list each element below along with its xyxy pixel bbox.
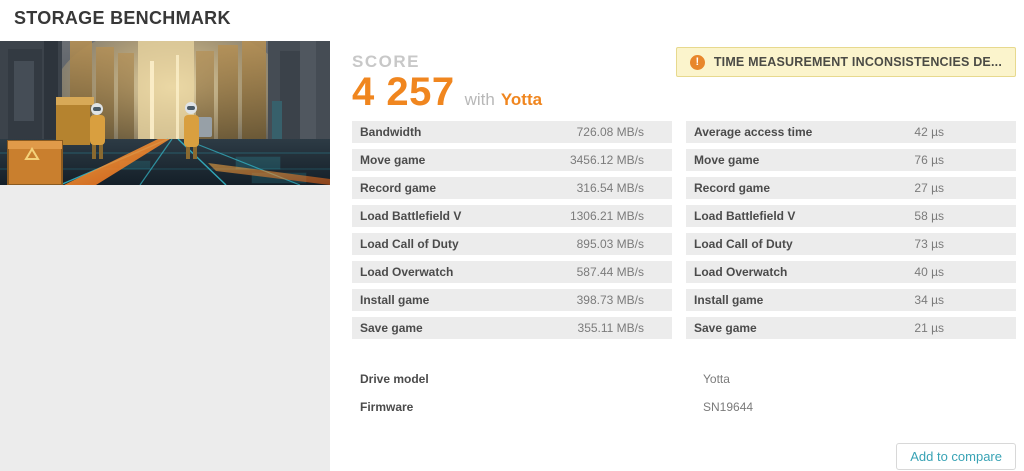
metric-value: 40 µs — [914, 265, 944, 279]
metric-label: Load Overwatch — [694, 265, 788, 279]
metric-label: Record game — [694, 181, 771, 195]
metric-label: Load Overwatch — [360, 265, 454, 279]
metric-value: 587.44 MB/s — [576, 265, 644, 279]
metric-label: Bandwidth — [360, 125, 422, 139]
metric-value: 34 µs — [914, 293, 944, 307]
drive-model-row: Drive model Yotta — [352, 365, 1016, 393]
access-time-table: Average access time 42 µs Move game 76 µ… — [686, 121, 1016, 345]
metric-label: Save game — [360, 321, 423, 335]
table-row: Load Overwatch 40 µs — [686, 261, 1016, 283]
metric-value: 355.11 MB/s — [577, 321, 644, 335]
drive-model-label: Drive model — [360, 372, 429, 386]
metric-label: Move game — [694, 153, 760, 167]
metric-value: 398.73 MB/s — [576, 293, 644, 307]
metric-value: 726.08 MB/s — [576, 125, 644, 139]
score-with-text: with — [464, 90, 495, 109]
metric-label: Average access time — [694, 125, 813, 139]
metric-value: 58 µs — [914, 209, 944, 223]
table-row: Record game 316.54 MB/s — [352, 177, 672, 199]
score-block: SCORE 4 257 with Yotta — [352, 52, 542, 112]
table-row: Load Overwatch 587.44 MB/s — [352, 261, 672, 283]
table-row: Load Battlefield V 1306.21 MB/s — [352, 205, 672, 227]
drive-info-section: Drive model Yotta Firmware SN19644 — [352, 365, 1016, 421]
table-row: Move game 76 µs — [686, 149, 1016, 171]
warning-text: TIME MEASUREMENT INCONSISTENCIES DE... — [713, 55, 1002, 69]
metric-label: Record game — [360, 181, 437, 195]
table-row: Load Call of Duty 73 µs — [686, 233, 1016, 255]
score-label: SCORE — [352, 52, 420, 71]
benchmark-scene-image — [0, 41, 330, 185]
metric-label: Load Battlefield V — [694, 209, 796, 223]
table-row: Install game 398.73 MB/s — [352, 289, 672, 311]
metric-label: Load Battlefield V — [360, 209, 462, 223]
metric-value: 42 µs — [914, 125, 944, 139]
metric-value: 21 µs — [914, 321, 944, 335]
score-value: 4 257 — [352, 70, 455, 114]
table-row: Save game 355.11 MB/s — [352, 317, 672, 339]
table-row: Move game 3456.12 MB/s — [352, 149, 672, 171]
page-title: STORAGE BENCHMARK — [14, 8, 231, 28]
drive-model-value: Yotta — [703, 372, 730, 386]
metric-value: 27 µs — [914, 181, 944, 195]
table-row: Bandwidth 726.08 MB/s — [352, 121, 672, 143]
firmware-row: Firmware SN19644 — [352, 393, 1016, 421]
actions-row: Add to compare — [352, 443, 1016, 470]
metric-value: 895.03 MB/s — [576, 237, 644, 251]
table-row: Record game 27 µs — [686, 177, 1016, 199]
metric-label: Load Call of Duty — [360, 237, 459, 251]
metric-label: Move game — [360, 153, 426, 167]
metric-value: 1306.21 MB/s — [569, 209, 644, 223]
results-tables: Bandwidth 726.08 MB/s Move game 3456.12 … — [352, 121, 1016, 345]
table-row: Install game 34 µs — [686, 289, 1016, 311]
firmware-value: SN19644 — [703, 400, 754, 414]
metric-value: 3456.12 MB/s — [569, 153, 644, 167]
table-row: Load Battlefield V 58 µs — [686, 205, 1016, 227]
add-to-compare-button[interactable]: Add to compare — [896, 443, 1016, 470]
metric-label: Load Call of Duty — [694, 237, 793, 251]
table-row: Load Call of Duty 895.03 MB/s — [352, 233, 672, 255]
table-row: Average access time 42 µs — [686, 121, 1016, 143]
warning-icon: ! — [689, 54, 705, 70]
firmware-label: Firmware — [360, 400, 414, 414]
metric-label: Install game — [694, 293, 764, 307]
benchmark-scene-panel — [0, 41, 330, 471]
metric-value: 73 µs — [914, 237, 944, 251]
metric-label: Save game — [694, 321, 757, 335]
warning-banner[interactable]: ! TIME MEASUREMENT INCONSISTENCIES DE... — [675, 47, 1016, 77]
metric-value: 76 µs — [914, 153, 944, 167]
score-drive-name: Yotta — [500, 90, 543, 109]
bandwidth-table: Bandwidth 726.08 MB/s Move game 3456.12 … — [352, 121, 672, 345]
metric-label: Install game — [360, 293, 430, 307]
results-panel: SCORE 4 257 with Yotta ! TIME MEASUREMEN… — [352, 41, 1016, 470]
table-row: Save game 21 µs — [686, 317, 1016, 339]
metric-value: 316.54 MB/s — [576, 181, 644, 195]
